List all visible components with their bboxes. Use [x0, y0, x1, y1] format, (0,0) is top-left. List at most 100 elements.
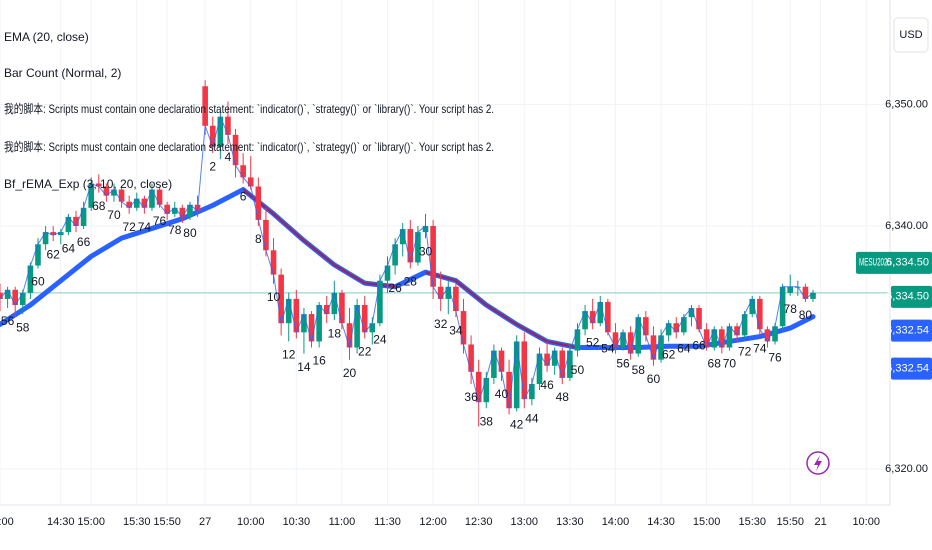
bar-count-label: 34 — [449, 323, 463, 337]
bar-count-label: 68 — [92, 199, 106, 213]
bar-count-label: 10 — [267, 290, 281, 304]
bar-count-label: 46 — [540, 378, 554, 392]
candle-body — [734, 326, 740, 336]
currency-box[interactable] — [893, 17, 929, 53]
x-tick-label: 10:00 — [237, 516, 265, 528]
rema-line — [0, 115, 814, 409]
candle-body — [361, 304, 368, 333]
candle-body — [240, 165, 246, 178]
candle-body — [80, 207, 87, 227]
candle-body — [19, 292, 26, 305]
x-tick-label: 15:30 — [123, 516, 151, 528]
candle-body — [12, 289, 18, 305]
candle-body — [612, 332, 619, 348]
candle-body — [4, 289, 11, 299]
candle-body — [650, 335, 657, 360]
x-tick-label: 15:30 — [738, 516, 766, 528]
bar-count-label: 16 — [312, 354, 326, 368]
x-tick-label: 15:00 — [77, 516, 105, 528]
x-tick-label: 13:00 — [511, 516, 539, 528]
candle-body — [111, 189, 117, 196]
bar-count-label: 72 — [738, 345, 752, 359]
candle-body — [627, 332, 634, 354]
bar-count-label: 40 — [495, 387, 509, 401]
candle-body — [255, 186, 262, 220]
candle-body — [263, 219, 269, 251]
candle-body — [810, 292, 816, 299]
bar-count-label: 66 — [692, 339, 706, 353]
candle-body — [483, 377, 490, 403]
bar-count-label: 80 — [183, 226, 197, 240]
candle-body — [521, 341, 528, 400]
alert-icon[interactable] — [806, 451, 830, 475]
bar-count-label: 12 — [282, 348, 296, 362]
candle-body — [460, 311, 467, 345]
candle-body — [574, 329, 581, 351]
symbol-tag-price: 6,334.50 — [886, 257, 929, 269]
candle-body — [316, 304, 322, 342]
ema-down-segment — [516, 323, 548, 343]
bar-count-label: 14 — [297, 360, 311, 374]
candle-body — [582, 311, 588, 330]
candle-body — [308, 314, 315, 342]
bar-count-label: 26 — [388, 281, 402, 295]
candle-body — [209, 125, 216, 148]
candle-body — [726, 326, 733, 348]
candle-body — [118, 189, 125, 202]
legend-ema: EMA (20, close) — [4, 30, 89, 44]
bar-count-label: 50 — [571, 363, 585, 377]
candle-body — [453, 286, 459, 312]
candle-body — [156, 189, 163, 205]
candle-body — [749, 298, 756, 315]
candle-body — [285, 298, 292, 324]
x-tick-label: 11:30 — [374, 516, 401, 528]
bar-count-label: 78 — [784, 302, 798, 316]
x-tick-label: 12:30 — [465, 516, 493, 528]
candle-body — [225, 116, 231, 135]
candle-body — [415, 232, 421, 263]
bar-count-label: 70 — [723, 357, 737, 371]
legend-rema: Bf_rEMA_Exp (3, 10, 20, close) — [4, 177, 172, 191]
candle-body — [27, 265, 34, 293]
candle-body — [331, 292, 338, 315]
candle-body — [270, 250, 277, 275]
symbol-tag-text: MESU2025 — [859, 257, 891, 269]
candle-body — [392, 244, 398, 266]
candle-body — [757, 298, 763, 330]
candle-body — [35, 244, 41, 266]
bar-count-label: 32 — [434, 317, 448, 331]
candle-body — [187, 204, 193, 217]
bar-count-label: 80 — [799, 308, 813, 322]
bar-count-label: 60 — [647, 372, 661, 386]
candle-body — [179, 207, 186, 217]
legend-bar-count: Bar Count (Normal, 2) — [4, 66, 121, 80]
candle-body — [103, 186, 110, 196]
bar-count-label: 58 — [16, 320, 30, 334]
bar-count-label: 4 — [225, 150, 232, 164]
bar-count-label: 44 — [525, 411, 539, 425]
y-tick-label: 6,340.00 — [885, 220, 928, 232]
ema-down-segment — [455, 279, 487, 306]
x-tick-label: 10:00 — [852, 516, 880, 528]
candle-body — [779, 286, 786, 327]
candle-body — [711, 329, 718, 348]
legend-error: 我的脚本: Scripts must contain one declarati… — [4, 139, 494, 154]
x-tick-label: 12:00 — [419, 516, 447, 528]
bar-count-label: 48 — [556, 390, 570, 404]
candle-body — [772, 326, 778, 342]
y-tick-label: 6,350.00 — [885, 98, 928, 110]
candle-body — [506, 371, 512, 409]
candle-body — [491, 350, 497, 378]
candle-body — [589, 311, 596, 324]
bar-count-label: 8 — [255, 232, 262, 246]
bar-count-label: 74 — [753, 342, 767, 356]
candle-body — [665, 323, 672, 336]
x-tick-label: 15:50 — [153, 516, 181, 528]
candle-body — [597, 301, 604, 324]
ema-down-segment — [303, 239, 335, 266]
candle-body — [605, 301, 611, 333]
legend-error: 我的脚本: Scripts must contain one declarati… — [4, 101, 494, 116]
candle-body — [88, 183, 94, 208]
candle-body — [688, 308, 695, 318]
candle-body — [681, 317, 687, 333]
